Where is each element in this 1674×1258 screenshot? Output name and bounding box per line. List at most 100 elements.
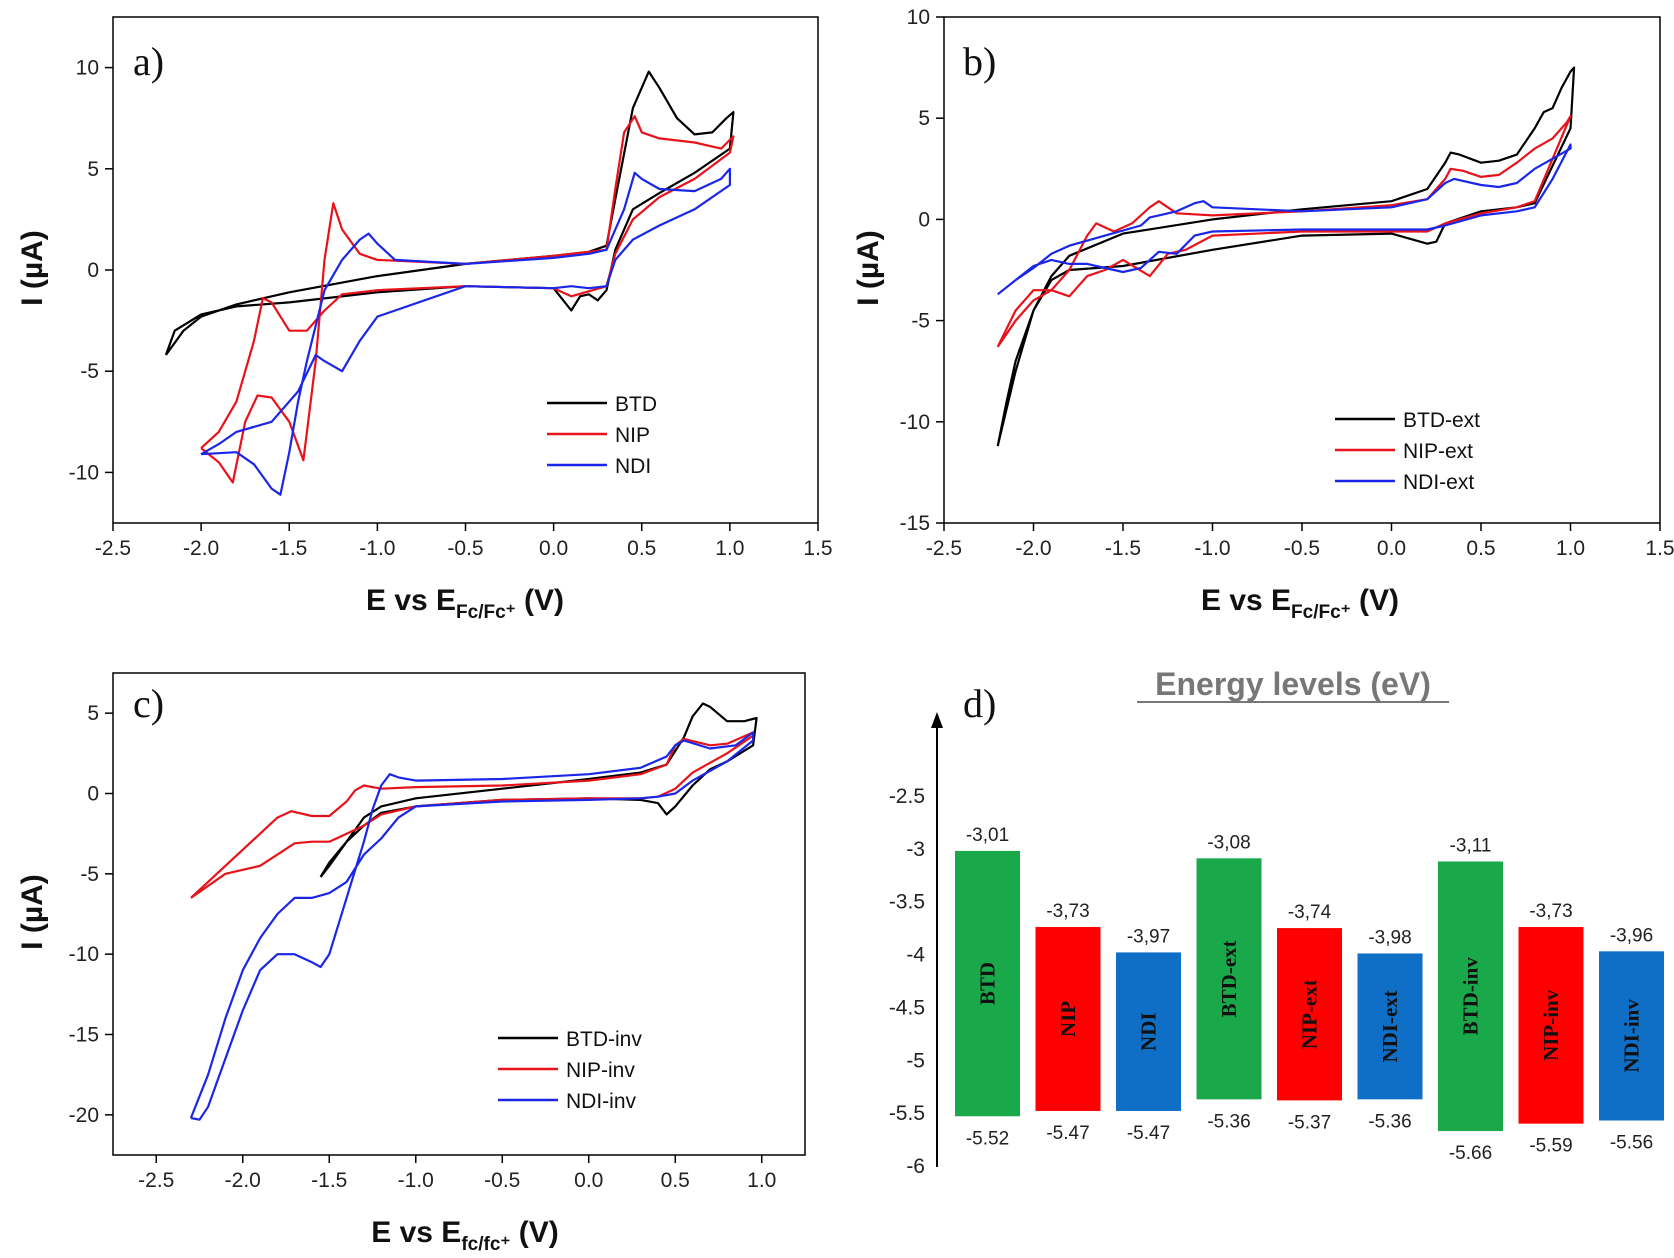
chart-a-series-line-nip bbox=[200, 115, 735, 484]
chart-b-x-tick-label: -1.5 bbox=[1105, 537, 1141, 560]
chart-b-x-axis-label: E vs EFc/Fc⁺ (V) bbox=[1201, 584, 1399, 623]
chart-b-y-tick-label: 5 bbox=[918, 107, 930, 130]
chart-a-y-tick-label: -10 bbox=[69, 461, 99, 484]
energy-homo-value: -5.47 bbox=[1046, 1123, 1089, 1144]
chart-c-panel-label: c) bbox=[133, 681, 164, 726]
chart-c-series-line-btd-inv bbox=[319, 702, 758, 878]
chart-a-y-tick-label: -5 bbox=[80, 360, 99, 383]
chart-c-x-tick-label: -1.5 bbox=[311, 1169, 347, 1192]
energy-homo-value: -5.52 bbox=[966, 1128, 1009, 1149]
energy-bar-label: NDI bbox=[1137, 1012, 1161, 1051]
energy-lumo-value: -3,01 bbox=[966, 825, 1009, 846]
energy-lumo-value: -3,73 bbox=[1529, 901, 1572, 922]
chart-b-panel-label: b) bbox=[963, 39, 996, 84]
energy-bar-btd-inv bbox=[1438, 861, 1503, 1132]
energy-lumo-value: -3,74 bbox=[1288, 902, 1332, 923]
chart-b-series-line-btd-ext bbox=[996, 66, 1576, 447]
energy-homo-value: -5.47 bbox=[1127, 1123, 1170, 1144]
chart-c-series-line-nip-inv bbox=[190, 731, 755, 899]
chart-b-x-tick-label: -1.0 bbox=[1194, 537, 1230, 560]
chart-b-y-tick-label: -15 bbox=[900, 512, 930, 535]
energy-bar-label: NIP bbox=[1056, 1001, 1080, 1037]
chart-b-plot-frame bbox=[943, 16, 1661, 524]
chart-b-x-tick-label: 0.5 bbox=[1466, 537, 1495, 560]
chart-c-panel: -2.5 -2.0 -1.5 -1.0 -0.5 0.0 0.5 1.0 -20 -15 -10 -5… bbox=[16, 672, 806, 1255]
chart-b-y-tick-label: 0 bbox=[918, 208, 930, 231]
chart-b-x-tick-label: -2.5 bbox=[926, 537, 962, 560]
energy-bar-label: BTD-ext bbox=[1217, 940, 1241, 1017]
chart-b-x-tick-label: -2.0 bbox=[1015, 537, 1051, 560]
chart-b-panel: -2.5 -2.0 -1.5 -1.0 -0.5 0.0 0.5 1.0 1.5 -15 -10 -5… bbox=[852, 6, 1674, 623]
chart-b-legend-label: NIP-ext bbox=[1403, 440, 1473, 463]
energy-bar-label: NIP-ext bbox=[1298, 979, 1322, 1049]
energy-lumo-value: -3,97 bbox=[1127, 926, 1170, 947]
energy-bar-nip-inv bbox=[1518, 927, 1584, 1124]
chart-d-y-tick-label: -6 bbox=[906, 1155, 925, 1178]
chart-a-x-tick-label: 0.0 bbox=[539, 537, 568, 560]
chart-c-y-tick-label: 5 bbox=[87, 702, 99, 725]
chart-b-x-tick-label: 1.0 bbox=[1556, 537, 1585, 560]
chart-c-series-line-ndi-inv bbox=[189, 731, 755, 1121]
chart-c-y-tick-label: -5 bbox=[80, 863, 99, 886]
chart-d-title: Energy levels (eV) bbox=[1155, 666, 1431, 702]
chart-a-series-line-btd bbox=[164, 70, 735, 356]
chart-c-legend-label: NDI-inv bbox=[566, 1090, 637, 1113]
energy-homo-value: -5.36 bbox=[1368, 1111, 1411, 1132]
chart-c-plot-frame bbox=[112, 672, 806, 1156]
chart-d-y-tick-label: -5.5 bbox=[889, 1102, 925, 1125]
chart-c-x-tick-label: -1.0 bbox=[398, 1169, 434, 1192]
chart-b-x-tick-label: 0.0 bbox=[1377, 537, 1406, 560]
chart-c-y-axis-label: I (µA) bbox=[16, 874, 49, 950]
energy-bar-ndi-ext bbox=[1357, 953, 1423, 1100]
energy-lumo-value: -3,08 bbox=[1207, 832, 1250, 853]
chart-d-y-tick-label: -2.5 bbox=[889, 785, 925, 808]
chart-b-x-tick-label: 1.5 bbox=[1645, 537, 1674, 560]
chart-d-y-tick-label: -3.5 bbox=[889, 891, 925, 914]
chart-b-y-tick-label: 10 bbox=[907, 6, 930, 29]
chart-a-x-tick-label: -1.5 bbox=[271, 537, 307, 560]
chart-c-y-tick-label: -10 bbox=[69, 943, 99, 966]
chart-a-legend-label: BTD bbox=[615, 393, 657, 416]
chart-d-axis-arrow-icon bbox=[931, 712, 943, 728]
chart-b-y-axis-label: I (µA) bbox=[852, 230, 885, 306]
chart-b-legend-label: NDI-ext bbox=[1403, 471, 1474, 494]
chart-a-x-tick-label: 0.5 bbox=[627, 537, 656, 560]
chart-a-y-tick-label: 0 bbox=[87, 259, 99, 282]
chart-c-x-tick-label: -2.5 bbox=[138, 1169, 174, 1192]
chart-d-panel-label: d) bbox=[963, 681, 996, 726]
chart-c-y-tick-label: 0 bbox=[87, 783, 99, 806]
chart-c-x-tick-label: 1.0 bbox=[747, 1169, 776, 1192]
chart-a-x-axis-label: E vs EFc/Fc⁺ (V) bbox=[366, 584, 564, 623]
chart-b-x-tick-label: -0.5 bbox=[1284, 537, 1320, 560]
chart-a-y-tick-label: 10 bbox=[76, 57, 99, 80]
energy-homo-value: -5.66 bbox=[1449, 1143, 1492, 1164]
chart-a-x-tick-label: -0.5 bbox=[447, 537, 483, 560]
chart-c-x-tick-label: 0.5 bbox=[661, 1169, 690, 1192]
energy-bar-btd-ext bbox=[1196, 858, 1262, 1100]
chart-c-x-tick-label: -0.5 bbox=[484, 1169, 520, 1192]
energy-bar-btd bbox=[955, 850, 1020, 1117]
energy-bar-ndi bbox=[1116, 952, 1181, 1111]
chart-c-x-axis-label: E vs Efc/fc⁺ (V) bbox=[371, 1216, 559, 1255]
chart-a-x-tick-label: 1.0 bbox=[715, 537, 744, 560]
chart-a-legend-label: NDI bbox=[615, 455, 651, 478]
chart-b-series-line-nip-ext bbox=[996, 115, 1572, 348]
chart-d-y-tick-label: -4 bbox=[906, 944, 925, 967]
chart-a-x-tick-label: -2.0 bbox=[183, 537, 219, 560]
chart-a-plot-frame bbox=[112, 16, 819, 524]
energy-bar-nip-ext bbox=[1277, 928, 1342, 1101]
chart-d-y-tick-label: -3 bbox=[906, 838, 925, 861]
chart-a-x-tick-label: 1.5 bbox=[803, 537, 832, 560]
energy-homo-value: -5.37 bbox=[1288, 1112, 1331, 1133]
energy-bar-label: NDI-inv bbox=[1620, 999, 1644, 1073]
chart-b-legend-label: BTD-ext bbox=[1403, 409, 1480, 432]
chart-d-y-tick-label: -5 bbox=[906, 1049, 925, 1072]
energy-homo-value: -5.36 bbox=[1207, 1111, 1250, 1132]
chart-c-legend-label: BTD-inv bbox=[566, 1028, 642, 1051]
chart-b-series-line-ndi-ext bbox=[997, 143, 1572, 296]
chart-a-legend-label: NIP bbox=[615, 424, 650, 447]
chart-a-x-tick-label: -1.0 bbox=[359, 537, 395, 560]
chart-c-x-tick-label: 0.0 bbox=[574, 1169, 603, 1192]
energy-lumo-value: -3,96 bbox=[1610, 925, 1653, 946]
